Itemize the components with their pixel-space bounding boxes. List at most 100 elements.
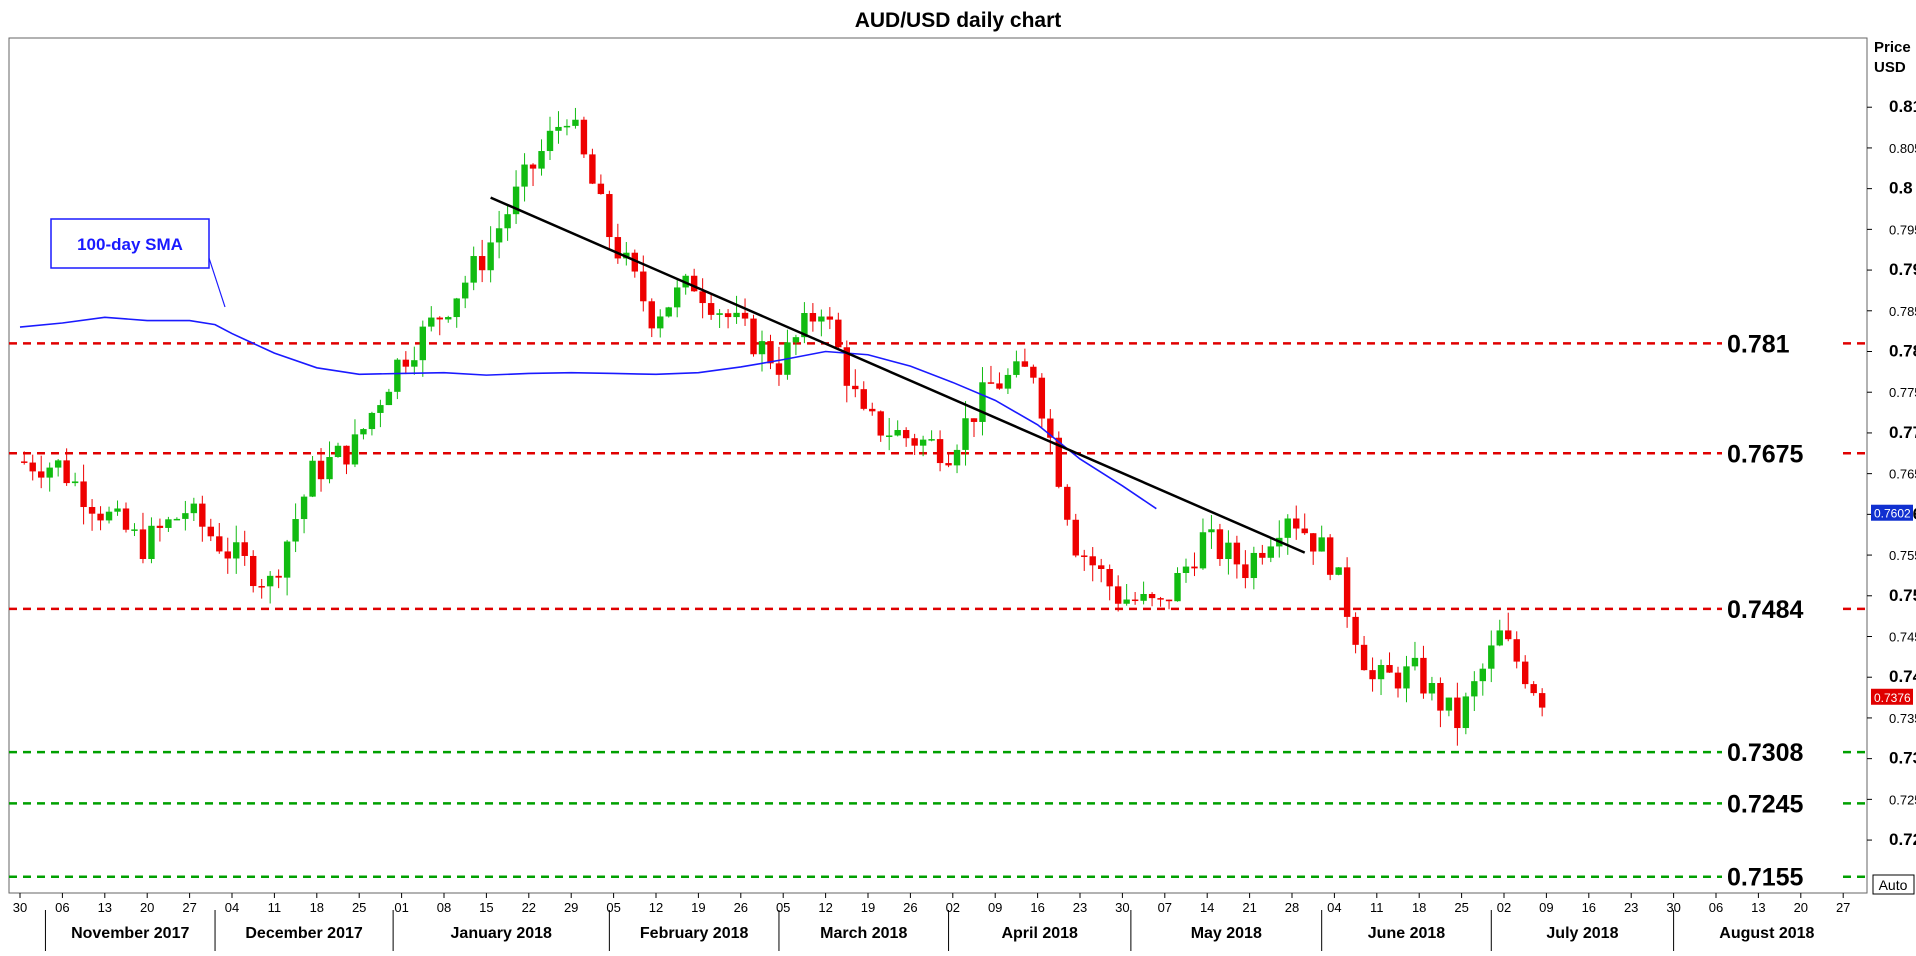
- sma-price-tag-bg: [1871, 504, 1913, 521]
- candle-up: [54, 460, 62, 468]
- candles-layer: [21, 107, 1546, 746]
- x-tick-label: 28: [1285, 900, 1299, 915]
- candle-down: [1454, 697, 1461, 729]
- candle-down: [690, 275, 698, 292]
- candle-up: [368, 412, 376, 430]
- candle-up: [1123, 599, 1130, 604]
- y-tick-label: 0.745: [1889, 630, 1916, 645]
- candle-up: [953, 449, 961, 466]
- candle-down: [80, 481, 87, 508]
- candle-down: [1259, 552, 1266, 558]
- trend-layer: [490, 196, 1306, 554]
- candle-up: [521, 164, 528, 187]
- y-tick-label: 0.8: [1889, 179, 1913, 198]
- candle-down: [1352, 616, 1359, 645]
- candle-down: [1216, 529, 1224, 560]
- candle-up: [394, 359, 401, 392]
- candle-down: [1047, 418, 1054, 438]
- month-label: July 2018: [1546, 925, 1618, 942]
- candle-up: [487, 242, 494, 271]
- month-label: March 2018: [820, 925, 907, 942]
- candle-up: [546, 130, 554, 152]
- sma-callout-box: [50, 218, 210, 269]
- candle-up: [360, 429, 367, 435]
- x-tick-label: 19: [861, 900, 875, 915]
- candle-down: [580, 119, 588, 155]
- x-tick-label: 25: [1454, 900, 1468, 915]
- level-label-bg: [1722, 739, 1842, 766]
- x-tick-label: 08: [437, 900, 451, 915]
- candle-up: [1284, 518, 1291, 538]
- candle-up: [470, 256, 477, 283]
- auto-button-label[interactable]: Auto: [1879, 877, 1908, 893]
- candle-up: [385, 391, 393, 406]
- candle-up: [886, 435, 893, 437]
- candle-down: [852, 385, 859, 390]
- level-label-bg: [1722, 330, 1842, 357]
- candle-up: [504, 214, 511, 229]
- candle-up: [300, 496, 308, 520]
- x-tick-label: 22: [522, 900, 536, 915]
- candle-up: [1462, 696, 1470, 729]
- candle-up: [453, 298, 460, 318]
- candle-down: [1030, 366, 1037, 378]
- x-tick-label: 05: [776, 900, 790, 915]
- candle-up: [1013, 361, 1020, 375]
- x-tick-label: 02: [946, 900, 960, 915]
- trendline: [490, 196, 1306, 554]
- x-tick-label: 29: [564, 900, 578, 915]
- candle-down: [869, 408, 876, 412]
- candle-up: [563, 125, 571, 128]
- candle-down: [970, 418, 978, 422]
- candle-down: [648, 301, 655, 329]
- candle-down: [139, 529, 147, 559]
- candle-down: [767, 341, 774, 364]
- x-tick-label: 25: [352, 900, 366, 915]
- x-tick-label: 27: [1836, 900, 1850, 915]
- current-price-tag-label: 0.7376: [1874, 691, 1911, 705]
- candle-up: [665, 307, 672, 317]
- candle-up: [758, 341, 766, 355]
- candle-down: [402, 359, 410, 367]
- candle-down: [809, 313, 817, 322]
- y-tick-label: 0.75: [1889, 586, 1916, 605]
- x-tick-label: 02: [1497, 900, 1511, 915]
- candle-up: [462, 282, 469, 299]
- candle-down: [1437, 683, 1444, 711]
- candle-down: [987, 382, 995, 384]
- candle-up: [114, 508, 121, 512]
- candle-down: [1301, 528, 1308, 534]
- candle-down: [478, 256, 486, 271]
- sma-callout-label: 100-day SMA: [77, 235, 183, 254]
- y-tick-label: 0.785: [1889, 304, 1916, 319]
- candle-up: [512, 186, 520, 215]
- candle-down: [936, 439, 944, 464]
- level-label: 0.7675: [1727, 440, 1804, 468]
- x-tick-label: 06: [1709, 900, 1723, 915]
- auto-button[interactable]: Auto: [1872, 874, 1915, 895]
- x-tick-label: 23: [1073, 900, 1087, 915]
- candle-up: [1208, 529, 1215, 533]
- candle-down: [1064, 486, 1071, 520]
- auto-button-box[interactable]: [1872, 874, 1915, 895]
- candle-down: [88, 507, 96, 514]
- y-tick-label: 0.725: [1889, 792, 1916, 807]
- x-tick-label: 15: [479, 900, 493, 915]
- candle-up: [445, 317, 452, 320]
- y-tick-label: 0.765: [1889, 467, 1916, 482]
- x-tick-label: 14: [1200, 900, 1214, 915]
- x-tick-label: 11: [1370, 900, 1384, 915]
- x-tick-label: 07: [1158, 900, 1172, 915]
- level-label: 0.781: [1727, 330, 1790, 358]
- candle-down: [1038, 377, 1046, 419]
- candle-up: [674, 287, 681, 308]
- candle-down: [29, 462, 36, 472]
- candle-up: [1428, 683, 1436, 694]
- month-label: August 2018: [1719, 925, 1814, 942]
- candle-down: [207, 526, 214, 537]
- candle-up: [283, 541, 291, 578]
- candle-down: [343, 445, 350, 465]
- candle-up: [428, 317, 435, 327]
- candle-down: [1293, 518, 1300, 529]
